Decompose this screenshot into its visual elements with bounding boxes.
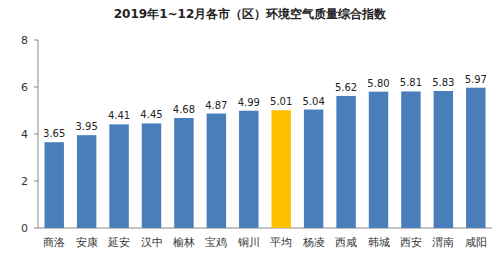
y-tick-label: 0 bbox=[21, 222, 28, 235]
x-tick-label: 西安 bbox=[400, 236, 422, 249]
x-tick-label: 杨凌 bbox=[302, 236, 325, 249]
x-tick-label: 西咸 bbox=[335, 236, 357, 249]
bar bbox=[239, 111, 258, 228]
x-tick-label: 延安 bbox=[107, 236, 130, 249]
y-tick-label: 8 bbox=[21, 34, 28, 47]
data-label: 4.45 bbox=[140, 109, 162, 120]
x-tick-label: 铜川 bbox=[237, 236, 260, 249]
data-label: 5.04 bbox=[303, 96, 325, 107]
chart-title: 2019年1~12月各市（区）环境空气质量综合指数 bbox=[114, 7, 388, 21]
bar bbox=[44, 142, 63, 228]
bar bbox=[77, 135, 96, 228]
x-tick-label: 安康 bbox=[76, 236, 98, 249]
data-label: 4.68 bbox=[173, 104, 195, 115]
y-tick bbox=[34, 87, 38, 88]
y-tick bbox=[34, 181, 38, 182]
data-label: 4.99 bbox=[238, 97, 260, 108]
bar bbox=[304, 110, 323, 228]
data-label: 3.95 bbox=[76, 121, 98, 132]
data-label: 5.01 bbox=[270, 96, 292, 107]
data-label: 4.87 bbox=[205, 100, 227, 111]
x-tick-label: 汉中 bbox=[141, 236, 163, 249]
data-label: 3.65 bbox=[43, 128, 65, 139]
chart-container: 2019年1~12月各市（区）环境空气质量综合指数 0 2 4 6 8 3.65 商洛 3.95… bbox=[0, 0, 500, 260]
x-tick-label: 韩城 bbox=[368, 236, 390, 249]
bar bbox=[336, 96, 355, 228]
y-tick-label: 2 bbox=[21, 175, 28, 188]
x-tick-label: 咸阳 bbox=[465, 236, 487, 249]
x-tick-label: 商洛 bbox=[43, 236, 65, 249]
bars bbox=[44, 88, 485, 228]
y-tick-label: 4 bbox=[21, 128, 28, 141]
chart-svg: 2019年1~12月各市（区）环境空气质量综合指数 0 2 4 6 8 3.65 商洛 3.95… bbox=[0, 0, 500, 260]
bar bbox=[369, 92, 388, 228]
data-label: 5.62 bbox=[335, 82, 357, 93]
y-tick bbox=[34, 134, 38, 135]
bar bbox=[466, 88, 485, 228]
x-tick-label: 渭南 bbox=[432, 236, 454, 249]
data-label: 5.97 bbox=[465, 74, 487, 85]
bar bbox=[434, 91, 453, 228]
bar bbox=[401, 91, 420, 228]
labels: 3.65 商洛 3.95 安康 4.41 延安 4.45 汉中 4.68 榆林 4.87 宝鸡 4.99… bbox=[43, 74, 487, 249]
data-label: 5.80 bbox=[367, 78, 389, 89]
bar bbox=[142, 123, 161, 228]
y-tick-label: 6 bbox=[21, 81, 28, 94]
y-tick bbox=[34, 40, 38, 41]
bar bbox=[109, 124, 128, 228]
bar bbox=[207, 114, 226, 228]
data-label: 5.83 bbox=[432, 77, 454, 88]
x-tick-label: 榆林 bbox=[173, 236, 195, 249]
bar bbox=[174, 118, 193, 228]
bar bbox=[271, 110, 290, 228]
data-label: 4.41 bbox=[108, 110, 130, 121]
x-tick-label: 宝鸡 bbox=[205, 236, 227, 249]
x-tick-label: 平均 bbox=[270, 236, 292, 249]
x-axis-line bbox=[38, 228, 492, 229]
y-tick bbox=[34, 228, 38, 229]
data-label: 5.81 bbox=[400, 77, 422, 88]
